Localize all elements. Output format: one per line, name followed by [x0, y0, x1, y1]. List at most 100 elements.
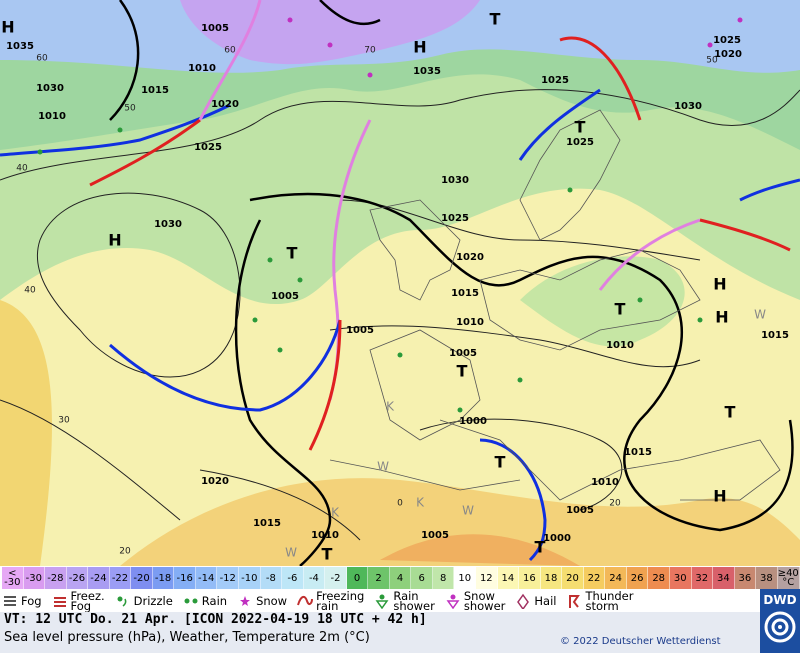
scale-cell: 8: [432, 567, 455, 589]
logo-text: DWD: [763, 593, 797, 607]
high-pressure: H: [1, 18, 14, 37]
pressure-label: 1010: [591, 477, 619, 488]
scale-cell: -18: [152, 567, 175, 589]
legend-symbol: [4, 596, 16, 606]
pressure-label: 1010: [311, 530, 339, 541]
scale-label: 2: [375, 572, 382, 584]
scale-label: -30: [4, 577, 21, 588]
scale-cell: 38: [756, 567, 778, 589]
pressure-label: 1020: [456, 252, 484, 263]
weather-legend: Fog Freez. Fog Drizzle Rain Snow Freezing rai…: [2, 589, 760, 613]
description: Sea level pressure (hPa), Weather, Tempe…: [4, 630, 370, 645]
scale-cell: 6: [411, 567, 433, 589]
pressure-label: 1005: [271, 291, 299, 302]
legend-symbol: [117, 596, 127, 607]
legend-symbol: [184, 598, 198, 604]
scale-cell: ≥40 °C: [777, 567, 800, 589]
low-pressure: T: [725, 403, 736, 422]
air-mass-marker: W: [377, 460, 389, 474]
pressure-label: 1005: [201, 23, 229, 34]
scale-label: 22: [587, 572, 601, 584]
scale-cell: 2: [368, 567, 390, 589]
scale-label: 18: [544, 572, 558, 584]
scale-label: -2: [330, 572, 341, 584]
legend-label: Freez. Fog: [70, 589, 105, 613]
scale-label: -30: [25, 572, 42, 584]
legend-item: Snow shower: [445, 589, 506, 613]
legend-label: Drizzle: [133, 594, 173, 608]
pressure-label: 1030: [674, 101, 702, 112]
info-bar: [0, 612, 760, 653]
scale-label: <: [8, 568, 17, 579]
scale-label: 20: [566, 572, 579, 584]
isotherm-label: 20: [609, 499, 621, 509]
temperature-scale: < -30 -30 -28 -26 -24 -22 -20 -18 -16 -14 -12 -10 -8-…: [2, 567, 800, 589]
scale-label: 0: [353, 572, 361, 584]
pressure-label: 1025: [541, 75, 569, 86]
pressure-label: 1020: [714, 49, 742, 60]
scale-label: -16: [176, 572, 193, 584]
logo-icon: [764, 611, 796, 643]
pressure-label: 1015: [253, 518, 281, 529]
legend-label: Snow shower: [463, 589, 506, 613]
scale-cell: -16: [174, 567, 196, 589]
pressure-label: 1015: [624, 447, 652, 458]
scale-label: 12: [479, 572, 493, 584]
pressure-label: 1015: [141, 85, 169, 96]
scale-cell: 24: [605, 567, 627, 589]
scale-cell: 20: [562, 567, 584, 589]
high-pressure: H: [715, 308, 728, 327]
scale-label: -10: [241, 572, 258, 584]
low-pressure: T: [535, 538, 546, 557]
scale-label: 28: [652, 572, 666, 584]
pressure-label: 1005: [421, 530, 449, 541]
legend-label: Hail: [534, 594, 557, 608]
pressure-label: 1015: [761, 330, 789, 341]
scale-label: -4: [308, 572, 319, 584]
legend-item: Rain shower: [374, 590, 435, 612]
valid-time: VT: 12 UTC Do. 21 Apr. [ICON 2022-04-19 …: [4, 612, 427, 627]
scale-cell: 30: [669, 567, 692, 589]
scale-label: 10: [458, 572, 472, 584]
scale-cell: -14: [195, 567, 218, 589]
high-pressure: H: [108, 231, 121, 250]
scale-cell: 22: [583, 567, 606, 589]
low-pressure: T: [322, 545, 333, 564]
low-pressure: T: [575, 118, 586, 137]
pressure-label: 1020: [211, 99, 239, 110]
legend-label: Rain: [201, 594, 228, 608]
pressure-label: 1025: [566, 137, 594, 148]
scale-label: -20: [133, 572, 150, 584]
scale-label: -12: [219, 572, 236, 584]
scale-cell: 12: [476, 567, 498, 589]
scale-label: °C: [782, 577, 795, 588]
scale-label: 36: [738, 572, 752, 584]
isotherm-label: 50: [706, 56, 718, 66]
scale-cell: -10: [239, 567, 261, 589]
scale-cell: 32: [691, 567, 714, 589]
high-pressure: H: [713, 275, 726, 294]
scale-label: 26: [630, 572, 644, 584]
legend-item: Snow: [237, 593, 287, 609]
legend-item: Freez. Fog: [52, 589, 105, 613]
scale-label: 34: [716, 572, 730, 584]
scale-cell: -26: [66, 567, 89, 589]
scale-label: 30: [673, 572, 687, 584]
scale-label: -18: [154, 572, 172, 584]
pressure-label: 1030: [154, 219, 182, 230]
pressure-label: 1010: [38, 111, 66, 122]
scale-label: -22: [111, 572, 129, 584]
pressure-label: 1025: [194, 142, 222, 153]
scale-label: -6: [287, 572, 298, 584]
legend-item: Freezing rain: [297, 590, 364, 612]
isotherm-label: 30: [58, 416, 70, 426]
air-mass-marker: W: [285, 546, 297, 560]
pressure-label: 1000: [459, 416, 487, 427]
pressure-label: 1025: [441, 213, 469, 224]
air-mass-marker: K: [416, 496, 425, 510]
pressure-label: 1005: [346, 325, 374, 336]
legend-symbol: [569, 595, 581, 608]
scale-label: 6: [418, 572, 425, 584]
logo: DWD: [760, 589, 800, 653]
legend-item: Thunder storm: [566, 590, 633, 612]
